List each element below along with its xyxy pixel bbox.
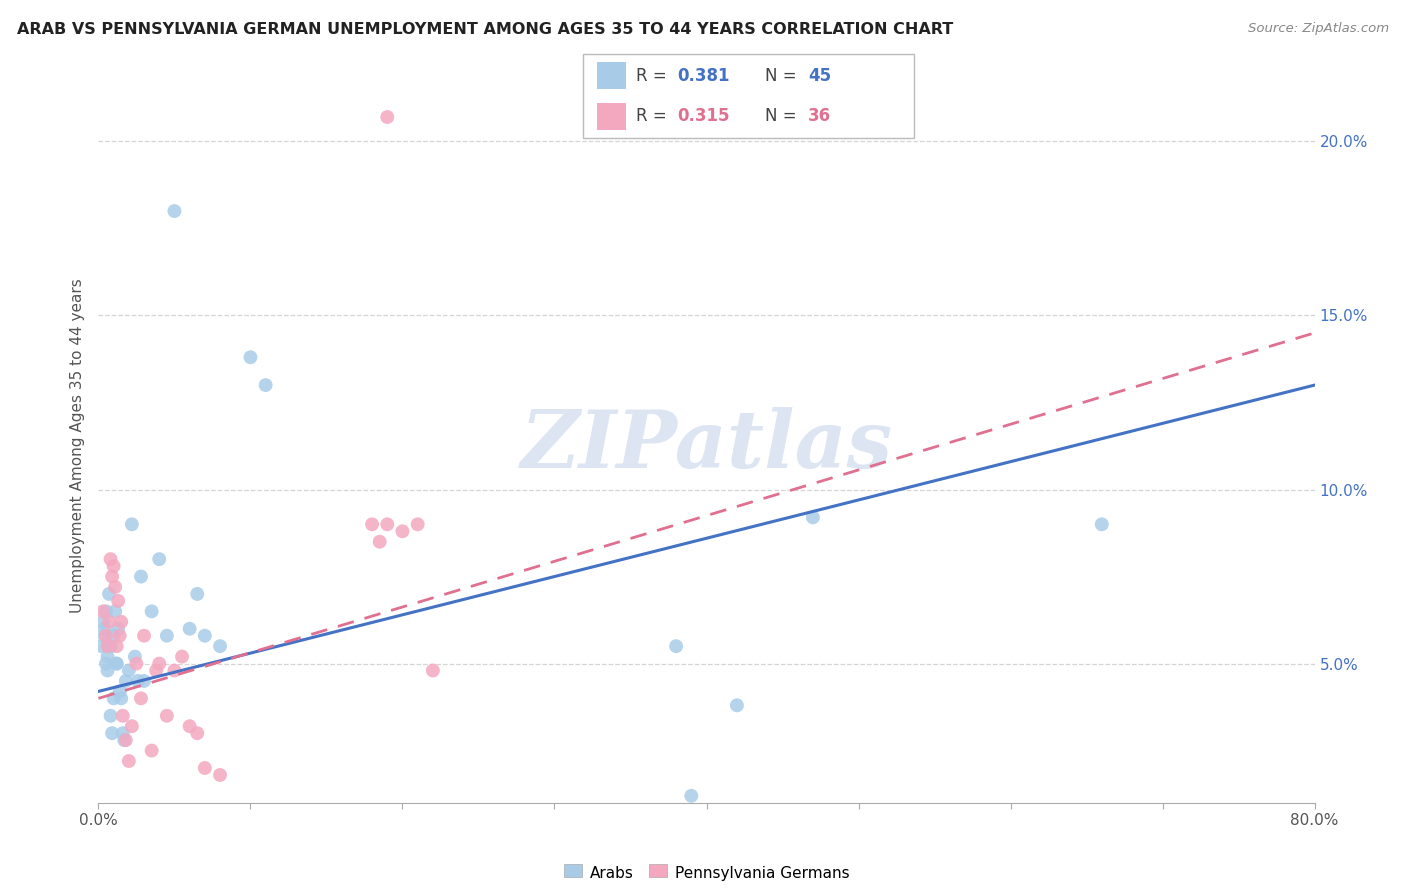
Point	[111, 726, 134, 740]
Point	[145, 664, 167, 678]
Point	[94, 657, 117, 671]
Point	[375, 517, 398, 532]
Point	[179, 622, 201, 636]
Point	[93, 629, 115, 643]
Point	[114, 733, 136, 747]
Bar	[596, 62, 627, 89]
Legend: Arabs, Pennsylvania Germans: Arabs, Pennsylvania Germans	[564, 866, 849, 880]
Point	[105, 639, 128, 653]
Point	[725, 698, 748, 713]
Point	[406, 517, 429, 532]
Point	[170, 649, 193, 664]
Point	[112, 733, 135, 747]
Bar	[596, 103, 627, 130]
Point	[91, 615, 114, 629]
Y-axis label: Unemployment Among Ages 35 to 44 years: Unemployment Among Ages 35 to 44 years	[69, 278, 84, 614]
Point	[179, 719, 201, 733]
Text: N =: N =	[765, 107, 801, 125]
Point	[118, 664, 141, 678]
Point	[375, 110, 398, 124]
Text: ARAB VS PENNSYLVANIA GERMAN UNEMPLOYMENT AMONG AGES 35 TO 44 YEARS CORRELATION C: ARAB VS PENNSYLVANIA GERMAN UNEMPLOYMENT…	[17, 22, 953, 37]
Point	[194, 629, 217, 643]
Point	[132, 673, 155, 688]
Point	[96, 639, 118, 653]
Text: ZIPatlas: ZIPatlas	[520, 408, 893, 484]
Point	[96, 649, 118, 664]
Point	[194, 761, 217, 775]
Point	[209, 768, 232, 782]
Text: R =: R =	[637, 67, 672, 85]
Point	[361, 517, 384, 532]
Point	[121, 517, 143, 532]
Point	[103, 629, 125, 643]
Point	[129, 569, 152, 583]
Point	[129, 691, 152, 706]
Point	[186, 587, 208, 601]
Point	[114, 673, 136, 688]
Text: 45: 45	[808, 67, 831, 85]
Point	[103, 691, 125, 706]
Text: N =: N =	[765, 67, 801, 85]
Point	[127, 673, 149, 688]
Text: Source: ZipAtlas.com: Source: ZipAtlas.com	[1249, 22, 1389, 36]
Point	[121, 719, 143, 733]
Point	[368, 534, 391, 549]
Point	[391, 524, 413, 539]
Point	[163, 204, 186, 219]
Point	[156, 629, 179, 643]
Point	[104, 580, 127, 594]
Point	[422, 664, 444, 678]
Point	[94, 604, 117, 618]
Point	[1091, 517, 1114, 532]
Text: R =: R =	[637, 107, 672, 125]
Point	[132, 629, 155, 643]
Point	[105, 657, 128, 671]
Point	[98, 587, 121, 601]
Point	[111, 708, 134, 723]
Point	[681, 789, 703, 803]
Point	[100, 639, 122, 653]
Point	[107, 594, 129, 608]
Point	[141, 743, 163, 757]
Point	[163, 664, 186, 678]
Point	[103, 559, 125, 574]
Point	[100, 552, 122, 566]
Point	[105, 657, 128, 671]
Point	[100, 708, 122, 723]
Point	[148, 552, 170, 566]
Point	[108, 629, 131, 643]
Point	[101, 569, 124, 583]
Point	[98, 615, 121, 629]
Point	[110, 615, 132, 629]
Point	[254, 378, 277, 392]
Point	[108, 684, 131, 698]
Point	[96, 664, 118, 678]
Text: 0.315: 0.315	[678, 107, 730, 125]
Point	[141, 604, 163, 618]
Text: 36: 36	[808, 107, 831, 125]
Point	[124, 649, 146, 664]
Point	[239, 350, 262, 364]
Point	[209, 639, 232, 653]
Point	[104, 604, 127, 618]
Point	[110, 691, 132, 706]
Point	[186, 726, 208, 740]
Point	[90, 639, 112, 653]
Point	[93, 622, 115, 636]
Point	[107, 622, 129, 636]
Point	[125, 657, 148, 671]
Text: 0.381: 0.381	[678, 67, 730, 85]
Point	[101, 726, 124, 740]
Point	[91, 604, 114, 618]
Point	[148, 657, 170, 671]
Point	[665, 639, 688, 653]
Point	[118, 754, 141, 768]
Point	[98, 639, 121, 653]
Point	[94, 629, 117, 643]
Point	[801, 510, 824, 524]
Point	[156, 708, 179, 723]
